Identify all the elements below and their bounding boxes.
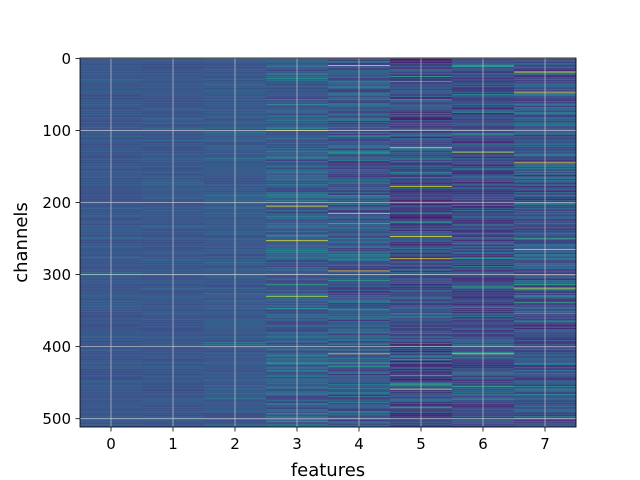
x-axis-ticks: 0 1 2 3 4 5 6 7: [106, 427, 550, 453]
y-tick-label: 300: [42, 266, 71, 284]
grid-lines: [80, 57, 576, 427]
y-tick-label: 200: [42, 194, 71, 212]
x-tick-label: 4: [354, 435, 364, 453]
y-tick-label: 400: [42, 338, 71, 356]
x-tick-label: 1: [168, 435, 178, 453]
y-axis-ticks: 0 100 200 300 400 500: [42, 50, 80, 428]
x-axis-label: features: [291, 460, 365, 480]
heatmap-cells: [80, 58, 577, 428]
x-tick-label: 3: [292, 435, 302, 453]
plot-frame: [79, 57, 577, 428]
x-tick-label: 5: [416, 435, 426, 453]
y-tick-label: 500: [42, 410, 71, 428]
y-axis-label: channels: [11, 202, 32, 283]
x-tick-label: 6: [478, 435, 488, 453]
y-tick-label: 100: [42, 122, 71, 140]
x-tick-label: 2: [230, 435, 240, 453]
x-tick-label: 0: [106, 435, 116, 453]
y-tick-label: 0: [61, 50, 71, 68]
x-tick-label: 7: [540, 435, 550, 453]
